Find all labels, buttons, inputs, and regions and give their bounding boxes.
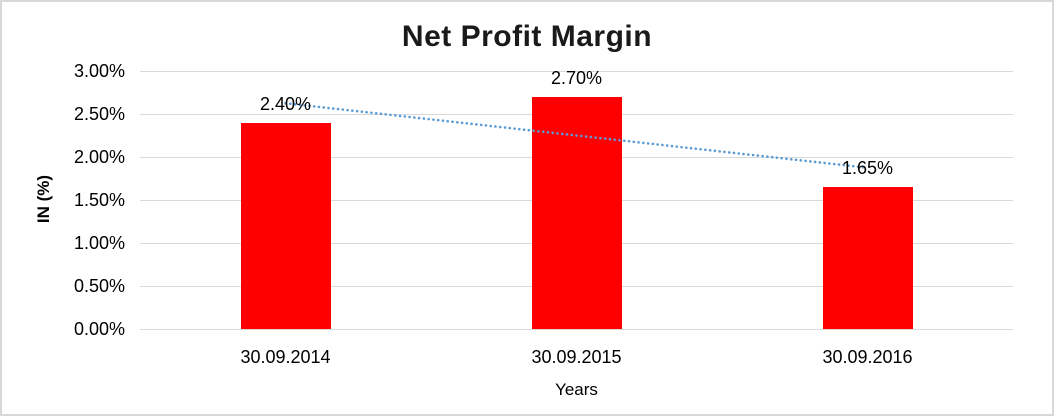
- chart-title: Net Profit Margin: [401, 20, 653, 53]
- y-tick-label: 0.50%: [73, 276, 125, 296]
- x-axis-title: Years: [555, 380, 598, 399]
- plot-area: 2.40% 2.70% 1.65%: [140, 67, 1013, 330]
- bar-30.09.2014: [240, 122, 331, 329]
- bar-30.09.2016: [822, 187, 913, 329]
- gridline: [140, 71, 1013, 72]
- y-tick-label: 1.50%: [73, 190, 125, 210]
- y-tick-label: 0.00%: [73, 319, 125, 339]
- x-category-label: 30.09.2016: [822, 347, 913, 367]
- bar-30.09.2015: [531, 96, 622, 329]
- x-category-label: 30.09.2015: [531, 347, 622, 367]
- y-tick-label: 2.50%: [73, 104, 125, 124]
- x-category-label: 30.09.2014: [240, 347, 331, 367]
- y-tick-label: 1.00%: [73, 233, 125, 253]
- data-label: 2.40%: [259, 93, 312, 114]
- gridline: [140, 329, 1013, 330]
- data-label: 2.70%: [550, 67, 603, 88]
- y-tick-label: 3.00%: [73, 61, 125, 81]
- data-label: 1.65%: [841, 158, 894, 179]
- y-tick-label: 2.00%: [73, 147, 125, 167]
